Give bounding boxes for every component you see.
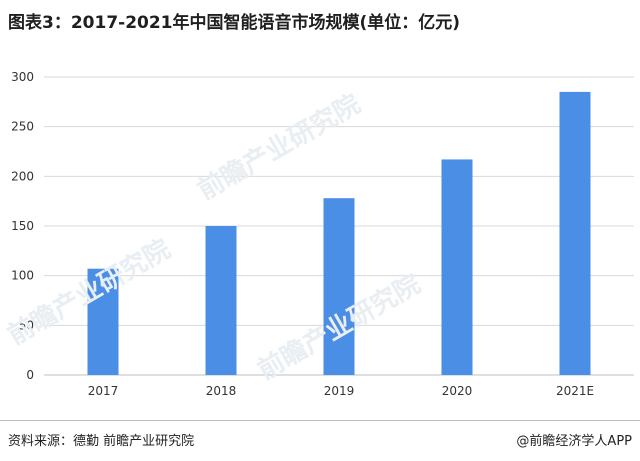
x-tick-label: 2017 bbox=[88, 384, 119, 398]
bar-2020 bbox=[441, 159, 473, 375]
y-tick-label: 250 bbox=[11, 120, 34, 134]
bar-2021E bbox=[559, 91, 591, 376]
x-tick-label: 2020 bbox=[442, 384, 473, 398]
y-tick-label: 50 bbox=[19, 318, 34, 332]
y-axis-ticks: 0 50 100 150 200 250 300 bbox=[11, 70, 34, 382]
bar-chart: 0 50 100 150 200 250 300 2017 2018 2019 2020 2021E bbox=[11, 70, 634, 398]
y-tick-label: 100 bbox=[11, 269, 34, 283]
bars bbox=[87, 91, 591, 376]
x-axis-ticks: 2017 2018 2019 2020 2021E bbox=[88, 384, 594, 398]
bar-2017 bbox=[87, 268, 119, 375]
y-tick-label: 150 bbox=[11, 219, 34, 233]
x-tick-label: 2018 bbox=[206, 384, 237, 398]
y-tick-label: 0 bbox=[26, 368, 34, 382]
y-tick-label: 200 bbox=[11, 169, 34, 183]
bar-2019 bbox=[323, 198, 355, 375]
y-tick-label: 300 bbox=[11, 70, 34, 84]
credit-note: @前瞻经济学人APP bbox=[516, 434, 632, 449]
bar-2018 bbox=[205, 226, 237, 375]
source-note: 资料来源：德勤 前瞻产业研究院 bbox=[8, 434, 195, 449]
footer-divider bbox=[0, 420, 640, 421]
x-tick-label: 2021E bbox=[556, 384, 594, 398]
x-tick-label: 2019 bbox=[324, 384, 355, 398]
chart-title: 图表3：2017-2021年中国智能语音市场规模(单位：亿元) bbox=[8, 13, 461, 33]
